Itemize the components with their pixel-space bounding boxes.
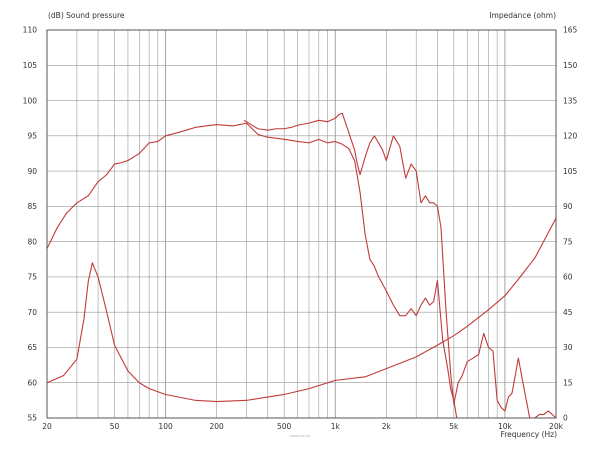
x-tick-label: 2k bbox=[382, 422, 392, 431]
y-right-tick-label: 45 bbox=[563, 308, 573, 317]
tick-labels: 20 50 100 200 500 1k 2k 5k 10k 20k 55 60 65 70 75 80 85 9… bbox=[23, 26, 578, 431]
y-right-tick-label: 150 bbox=[563, 61, 578, 70]
x-tick-label: 10k bbox=[498, 422, 513, 431]
y-left-tick-label: 75 bbox=[27, 273, 37, 282]
y-left-tick-label: 85 bbox=[27, 202, 37, 211]
y-left-tick-label: 65 bbox=[27, 343, 37, 352]
impedance-curve bbox=[46, 217, 557, 403]
x-tick-label: 100 bbox=[158, 422, 173, 431]
y-right-tick-label: 30 bbox=[563, 343, 573, 352]
y-left-tick-label: 105 bbox=[23, 61, 38, 70]
y-right-tick-label: 0 bbox=[563, 414, 568, 423]
y-right-tick-label: 105 bbox=[563, 167, 578, 176]
series-group bbox=[46, 112, 557, 419]
grid bbox=[46, 29, 557, 419]
watermark: www.lexi.pl bbox=[290, 434, 310, 438]
y-left-tick-label: 95 bbox=[27, 132, 37, 141]
y-left-tick-label: 70 bbox=[27, 308, 37, 317]
x-tick-label: 20 bbox=[42, 422, 52, 431]
y-left-tick-label: 55 bbox=[27, 414, 37, 423]
y-right-tick-label: 15 bbox=[563, 378, 573, 387]
x-tick-label: 20k bbox=[549, 422, 564, 431]
spl-curve-1 bbox=[46, 122, 458, 419]
x-tick-label: 200 bbox=[210, 422, 225, 431]
y-right-tick-label: 135 bbox=[563, 96, 578, 105]
y-right-tick-label: 75 bbox=[563, 237, 573, 246]
plot-frame bbox=[46, 29, 557, 419]
x-tick-label: 50 bbox=[110, 422, 120, 431]
y-left-tick-label: 80 bbox=[27, 237, 37, 246]
y-left-tick-label: 110 bbox=[23, 26, 38, 35]
y-right-tick-label: 165 bbox=[563, 26, 578, 35]
spl-curve-2 bbox=[243, 112, 557, 419]
y-right-tick-label: 60 bbox=[563, 273, 573, 282]
y-left-tick-label: 90 bbox=[27, 167, 37, 176]
x-axis-label: Frequency (Hz) bbox=[500, 430, 557, 439]
y-right-tick-label: 90 bbox=[563, 202, 573, 211]
right-axis-label: Impedance (ohm) bbox=[489, 11, 556, 20]
y-left-tick-label: 100 bbox=[23, 96, 38, 105]
left-axis-label: (dB) Sound pressure bbox=[48, 11, 125, 20]
y-right-tick-label: 120 bbox=[563, 132, 578, 141]
x-tick-label: 1k bbox=[331, 422, 341, 431]
x-tick-label: 5k bbox=[449, 422, 459, 431]
x-tick-label: 500 bbox=[277, 422, 292, 431]
y-left-tick-label: 60 bbox=[27, 378, 37, 387]
